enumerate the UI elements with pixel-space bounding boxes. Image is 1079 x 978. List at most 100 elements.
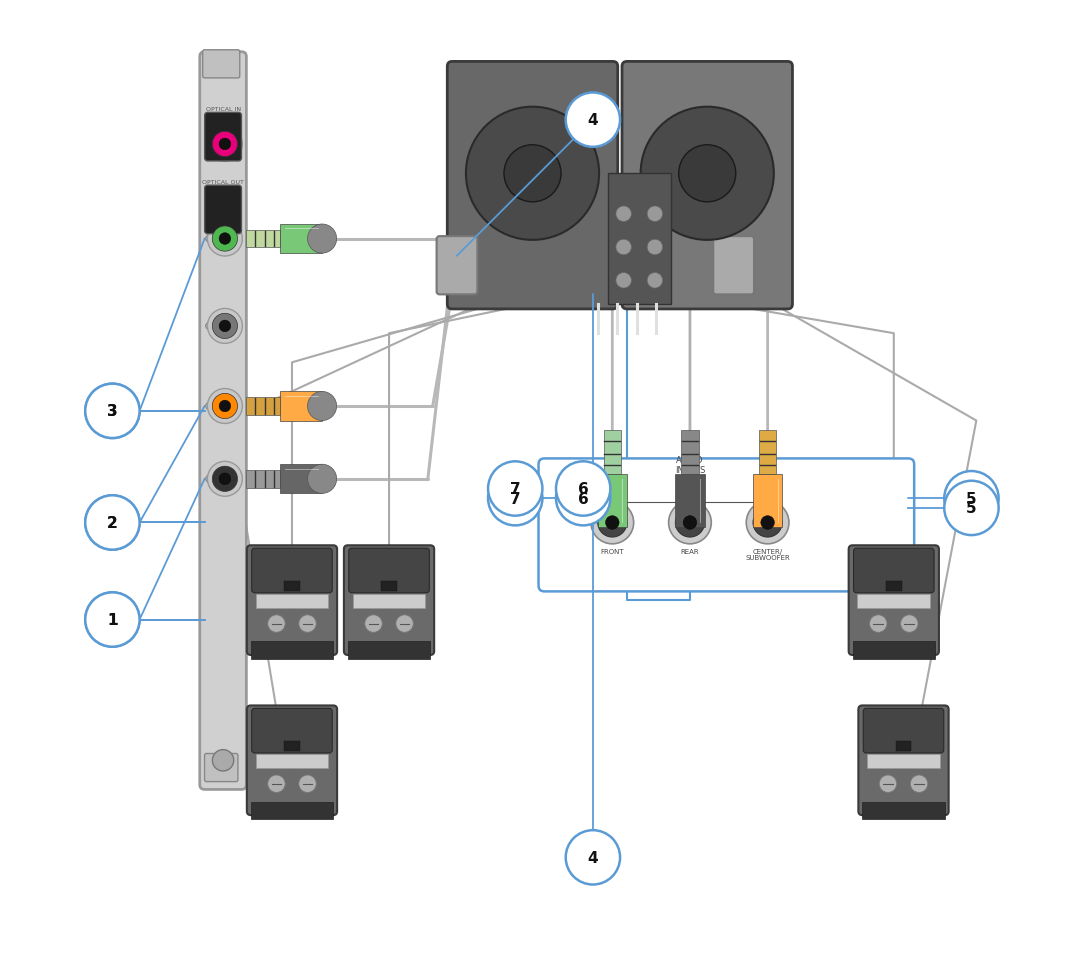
Circle shape	[268, 776, 285, 792]
Bar	[896, 741, 912, 751]
Circle shape	[616, 206, 631, 222]
Text: 6: 6	[578, 491, 588, 507]
Circle shape	[213, 394, 237, 420]
FancyArrow shape	[603, 431, 622, 474]
Circle shape	[299, 776, 316, 792]
FancyBboxPatch shape	[437, 237, 477, 295]
Bar	[381, 581, 397, 592]
Circle shape	[675, 509, 705, 538]
Circle shape	[647, 240, 663, 255]
Circle shape	[488, 471, 543, 526]
Text: 2: 2	[107, 515, 118, 530]
Circle shape	[207, 389, 243, 424]
Circle shape	[213, 750, 234, 772]
FancyArrow shape	[753, 474, 782, 528]
Circle shape	[213, 475, 220, 483]
Bar	[284, 581, 300, 592]
Circle shape	[206, 475, 214, 483]
FancyBboxPatch shape	[713, 237, 754, 295]
FancyBboxPatch shape	[448, 63, 618, 310]
FancyArrow shape	[246, 398, 281, 416]
Text: 3: 3	[107, 404, 118, 419]
Text: 5: 5	[966, 491, 976, 507]
FancyBboxPatch shape	[344, 546, 434, 655]
Text: OPTICAL IN: OPTICAL IN	[205, 108, 241, 112]
Circle shape	[747, 502, 789, 545]
Text: FRONT: FRONT	[601, 548, 624, 555]
FancyBboxPatch shape	[205, 113, 242, 161]
Circle shape	[679, 146, 736, 202]
Circle shape	[219, 321, 231, 333]
Circle shape	[565, 830, 620, 885]
Circle shape	[466, 108, 599, 241]
Circle shape	[213, 314, 237, 339]
Circle shape	[901, 615, 918, 633]
Circle shape	[213, 141, 220, 149]
Text: 3: 3	[107, 404, 118, 419]
Circle shape	[85, 593, 139, 647]
Circle shape	[616, 273, 631, 289]
Circle shape	[879, 776, 897, 792]
FancyArrow shape	[281, 392, 322, 422]
FancyArrow shape	[598, 474, 627, 528]
Circle shape	[207, 127, 243, 162]
FancyBboxPatch shape	[622, 63, 792, 310]
Circle shape	[870, 615, 887, 633]
Bar	[284, 741, 300, 751]
FancyBboxPatch shape	[349, 549, 429, 593]
Circle shape	[268, 615, 285, 633]
FancyArrow shape	[681, 431, 699, 474]
FancyBboxPatch shape	[863, 709, 944, 753]
Circle shape	[365, 615, 382, 633]
Circle shape	[591, 502, 633, 545]
Circle shape	[206, 141, 214, 149]
FancyBboxPatch shape	[247, 546, 337, 655]
Circle shape	[911, 776, 928, 792]
Circle shape	[219, 401, 231, 413]
Bar	[868, 754, 940, 769]
Circle shape	[219, 139, 231, 151]
Circle shape	[207, 309, 243, 344]
Circle shape	[308, 225, 337, 254]
FancyArrow shape	[246, 231, 281, 248]
Circle shape	[641, 108, 774, 241]
Circle shape	[669, 502, 711, 545]
Bar	[347, 642, 431, 659]
Text: OPTICAL OUT: OPTICAL OUT	[202, 180, 244, 185]
FancyBboxPatch shape	[251, 709, 332, 753]
Bar	[250, 802, 333, 820]
Circle shape	[85, 496, 139, 550]
Circle shape	[683, 516, 697, 530]
Text: 1: 1	[107, 612, 118, 628]
Bar	[852, 642, 935, 659]
Circle shape	[308, 392, 337, 422]
Circle shape	[213, 323, 220, 331]
Circle shape	[556, 471, 611, 526]
Bar	[886, 581, 902, 592]
Text: REAR: REAR	[681, 548, 699, 555]
FancyBboxPatch shape	[205, 186, 242, 235]
Circle shape	[206, 323, 214, 331]
FancyBboxPatch shape	[859, 706, 948, 816]
Circle shape	[207, 222, 243, 257]
Circle shape	[944, 481, 999, 536]
Circle shape	[488, 462, 543, 516]
FancyBboxPatch shape	[203, 51, 240, 79]
Circle shape	[565, 93, 620, 148]
Text: 4: 4	[588, 850, 598, 865]
FancyBboxPatch shape	[205, 754, 237, 781]
Circle shape	[219, 234, 231, 245]
Circle shape	[213, 132, 237, 157]
Circle shape	[647, 273, 663, 289]
Circle shape	[753, 509, 782, 538]
Circle shape	[207, 462, 243, 497]
Circle shape	[504, 146, 561, 202]
Circle shape	[85, 384, 139, 438]
Circle shape	[616, 240, 631, 255]
Bar	[353, 595, 425, 608]
FancyArrow shape	[759, 431, 777, 474]
Circle shape	[598, 509, 627, 538]
Circle shape	[85, 384, 139, 438]
Bar	[256, 595, 328, 608]
Circle shape	[556, 462, 611, 516]
